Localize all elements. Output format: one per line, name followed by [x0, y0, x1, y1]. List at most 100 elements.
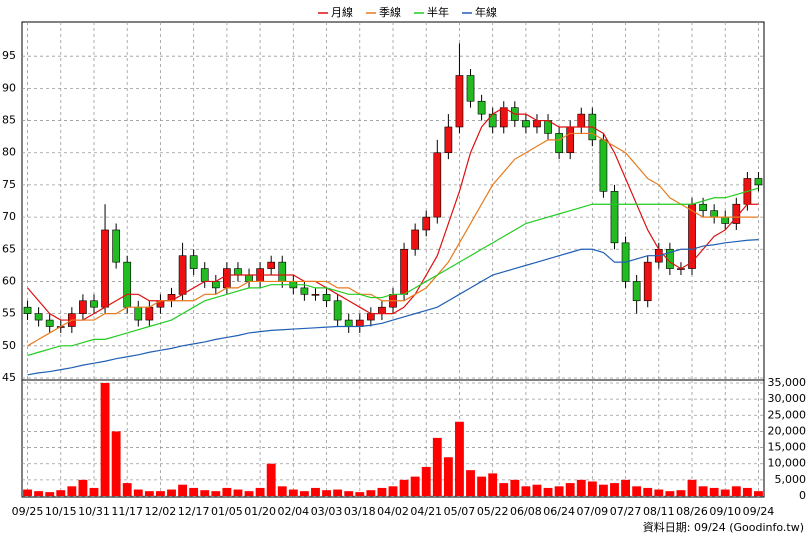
volume-bar — [466, 470, 475, 496]
y2-tick-label: 15,000 — [768, 441, 807, 454]
candle-body — [333, 300, 342, 321]
candle-body — [433, 152, 442, 218]
y-tick-label: 50 — [2, 339, 16, 352]
volume-bar — [676, 490, 686, 496]
volume-bar — [355, 492, 365, 496]
candle-body — [79, 300, 87, 314]
volume-bar — [399, 479, 409, 496]
candle-body — [566, 126, 575, 154]
x-tick-label: 07/27 — [610, 505, 642, 518]
candle-body — [23, 306, 32, 314]
candle-body — [422, 216, 431, 231]
volume-bar — [388, 486, 398, 496]
y-tick-label: 80 — [2, 146, 16, 159]
y-tick-label: 85 — [2, 114, 16, 127]
volume-bar — [333, 489, 343, 496]
volume-bar — [167, 489, 176, 496]
candle-body — [444, 126, 453, 154]
x-tick-label: 06/24 — [543, 505, 575, 518]
volume-bar — [233, 489, 243, 496]
volume-bar — [654, 489, 664, 496]
volume-bar — [421, 466, 431, 496]
legend-label: 年線 — [475, 5, 497, 19]
volume-bar — [23, 489, 32, 496]
y2-tick-label: 20,000 — [768, 424, 807, 437]
candle-body — [577, 113, 586, 128]
candle-body — [200, 268, 209, 282]
candle-body — [145, 306, 154, 321]
volume-bar — [122, 483, 132, 496]
volume-bar — [266, 463, 276, 496]
candle-body — [522, 120, 530, 128]
candle-body — [112, 229, 120, 263]
volume-bar — [455, 421, 464, 496]
candle-body — [699, 203, 707, 211]
volume-bar — [477, 476, 487, 496]
candle-body — [721, 216, 730, 224]
y-tick-label: 95 — [2, 49, 16, 62]
volume-bar — [510, 479, 520, 496]
x-tick-label: 10/31 — [78, 505, 110, 518]
y-tick-label: 75 — [2, 178, 16, 191]
y-tick-label: 90 — [2, 81, 16, 94]
volume-bar — [377, 487, 387, 496]
volume-bar — [499, 483, 509, 496]
candle-body — [754, 178, 763, 186]
volume-bar — [709, 487, 719, 496]
volume-bar — [299, 491, 309, 496]
volume-bar — [255, 487, 265, 496]
volume-bar — [432, 437, 442, 496]
volume-bar — [344, 491, 354, 496]
x-tick-label: 08/11 — [643, 505, 675, 518]
candle-body — [533, 120, 541, 128]
candle-body — [245, 274, 253, 282]
ma-line — [27, 132, 759, 347]
candle-body — [34, 313, 43, 321]
volume-bar — [576, 479, 586, 496]
volume-bar — [34, 491, 44, 496]
candle-body — [466, 75, 475, 102]
y-tick-label: 70 — [2, 210, 16, 223]
candle-body — [344, 319, 353, 327]
volume-bar — [621, 479, 630, 496]
candle-body — [477, 100, 486, 115]
ma-line — [27, 239, 759, 376]
volume-bar — [720, 489, 730, 496]
candle-body — [101, 229, 109, 308]
x-tick-label: 12/17 — [178, 505, 210, 518]
x-tick-label: 03/18 — [344, 505, 376, 518]
volume-bar — [687, 479, 697, 496]
volume-bar — [244, 491, 254, 496]
volume-bar — [211, 491, 221, 496]
candle-body — [223, 268, 231, 289]
candle-body — [367, 313, 375, 321]
candle-body — [610, 191, 619, 244]
volume-bar — [311, 487, 320, 496]
x-tick-label: 08/26 — [676, 505, 708, 518]
volume-bar — [100, 383, 110, 496]
candle-body — [300, 287, 309, 295]
volume-bar — [598, 484, 608, 496]
volume-bar — [521, 486, 531, 496]
volume-bar — [277, 486, 287, 496]
volume-bar — [45, 492, 55, 496]
x-tick-label: 02/04 — [277, 505, 309, 518]
candle-body — [411, 229, 419, 250]
y2-tick-label: 5,000 — [775, 473, 807, 486]
x-tick-label: 09/10 — [709, 505, 741, 518]
volume-bar — [322, 490, 331, 496]
y2-tick-label: 35,000 — [768, 376, 807, 389]
volume-bar — [731, 486, 741, 496]
x-tick-label: 04/21 — [410, 505, 442, 518]
candle-body — [643, 261, 652, 302]
volume-bar — [587, 481, 597, 496]
volume-bar — [78, 479, 88, 496]
candle-body — [400, 248, 408, 295]
candle-body — [90, 300, 98, 308]
candle-body — [710, 210, 719, 218]
x-tick-label: 06/08 — [510, 505, 542, 518]
volume-bar — [56, 490, 66, 496]
x-tick-label: 12/02 — [145, 505, 177, 518]
y-tick-label: 55 — [2, 307, 16, 320]
